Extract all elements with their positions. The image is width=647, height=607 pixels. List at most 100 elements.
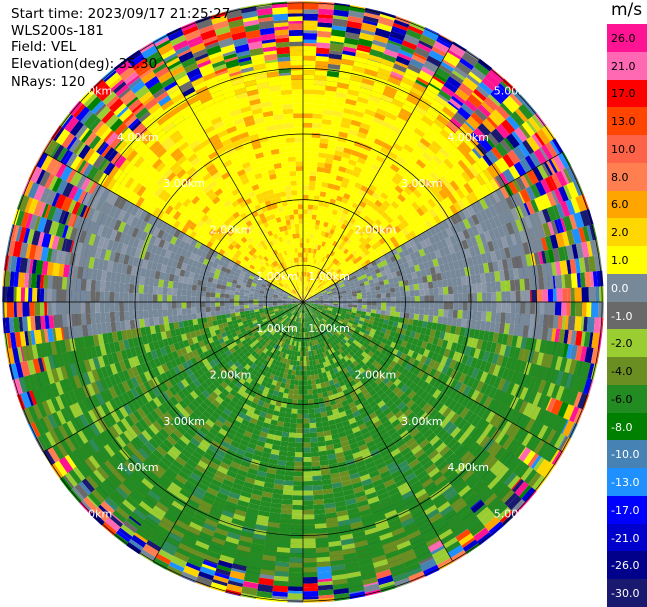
noise-gate bbox=[317, 581, 333, 586]
noise-gate bbox=[579, 209, 592, 227]
noise-gate bbox=[88, 117, 102, 132]
noise-gate bbox=[562, 288, 568, 302]
noise-gate bbox=[345, 26, 361, 35]
noise-gate bbox=[465, 116, 480, 130]
noise-gate bbox=[362, 19, 378, 26]
noise-gate bbox=[26, 391, 34, 407]
noise-gate bbox=[56, 236, 65, 251]
signal-gate bbox=[315, 181, 322, 187]
signal-gate bbox=[505, 312, 511, 324]
signal-gate bbox=[496, 302, 502, 313]
noise-gate bbox=[42, 449, 56, 466]
noise-gate bbox=[86, 96, 102, 112]
noise-gate bbox=[92, 154, 105, 169]
noise-gate bbox=[494, 174, 506, 188]
noise-gate bbox=[303, 13, 319, 21]
noise-gate bbox=[400, 44, 416, 55]
signal-gate bbox=[413, 313, 420, 321]
noise-gate bbox=[157, 71, 173, 84]
noise-gate bbox=[58, 209, 67, 224]
noise-gate bbox=[106, 95, 120, 108]
noise-gate bbox=[26, 228, 35, 245]
signal-gate bbox=[501, 291, 507, 302]
signal-gate bbox=[393, 281, 400, 288]
noise-gate bbox=[115, 60, 132, 76]
noise-gate bbox=[391, 25, 407, 36]
noise-gate bbox=[53, 314, 59, 329]
noise-gate bbox=[518, 447, 532, 462]
signal-gate bbox=[544, 302, 550, 315]
noise-gate bbox=[126, 49, 142, 63]
noise-gate bbox=[363, 583, 380, 593]
signal-gate bbox=[443, 309, 449, 318]
signal-gate bbox=[309, 166, 318, 172]
noise-gate bbox=[420, 558, 437, 572]
noise-gate bbox=[317, 571, 333, 580]
noise-gate bbox=[45, 189, 57, 206]
noise-gate bbox=[20, 391, 32, 409]
noise-gate bbox=[479, 535, 493, 546]
signal-gate bbox=[303, 218, 308, 224]
signal-gate bbox=[309, 180, 316, 186]
noise-gate bbox=[9, 332, 17, 349]
signal-gate bbox=[347, 299, 353, 302]
noise-gate bbox=[44, 315, 50, 329]
noise-gate bbox=[31, 230, 41, 246]
noise-gate bbox=[18, 316, 24, 332]
noise-gate bbox=[580, 316, 585, 332]
signal-gate bbox=[529, 277, 535, 291]
noise-gate bbox=[55, 327, 63, 341]
signal-gate bbox=[490, 311, 497, 323]
signal-gate bbox=[543, 276, 550, 290]
signal-gate bbox=[432, 315, 439, 324]
noise-gate bbox=[556, 288, 563, 302]
noise-gate bbox=[500, 81, 514, 94]
noise-gate bbox=[440, 61, 455, 72]
noise-gate bbox=[39, 170, 51, 187]
noise-gate bbox=[116, 106, 129, 118]
noise-gate bbox=[33, 200, 44, 217]
noise-gate bbox=[578, 257, 586, 273]
noise-gate bbox=[170, 65, 185, 77]
noise-gate bbox=[79, 161, 90, 175]
noise-gate bbox=[482, 118, 496, 133]
noise-gate bbox=[536, 289, 543, 302]
signal-gate bbox=[311, 142, 320, 148]
signal-gate bbox=[476, 283, 482, 293]
noise-gate bbox=[217, 559, 233, 569]
noise-gate bbox=[148, 81, 164, 96]
noise-gate bbox=[575, 195, 587, 212]
noise-gate bbox=[601, 317, 604, 334]
signal-gate bbox=[316, 166, 325, 173]
noise-gate bbox=[534, 132, 546, 147]
noise-gate bbox=[326, 70, 340, 78]
noise-gate bbox=[564, 315, 569, 330]
noise-gate bbox=[425, 27, 440, 35]
noise-gate bbox=[452, 111, 467, 126]
signal-gate bbox=[307, 218, 312, 224]
noise-gate bbox=[137, 66, 152, 77]
noise-gate bbox=[226, 583, 243, 593]
noise-gate bbox=[287, 593, 303, 600]
noise-gate bbox=[151, 60, 165, 71]
noise-gate bbox=[392, 22, 409, 31]
noise-gate bbox=[418, 554, 434, 565]
signal-gate bbox=[429, 295, 435, 302]
noise-gate bbox=[28, 258, 34, 274]
noise-gate bbox=[181, 57, 197, 69]
noise-gate bbox=[550, 220, 559, 235]
signal-gate bbox=[472, 302, 478, 312]
noise-gate bbox=[473, 62, 490, 77]
noise-gate bbox=[542, 222, 552, 237]
noise-gate bbox=[88, 135, 102, 150]
noise-gate bbox=[332, 18, 348, 28]
noise-gate bbox=[24, 331, 30, 346]
noise-gate bbox=[42, 452, 52, 466]
noise-gate bbox=[133, 530, 149, 544]
noise-gate bbox=[32, 287, 38, 302]
noise-gate bbox=[107, 149, 119, 163]
signal-gate bbox=[520, 302, 526, 314]
signal-gate bbox=[519, 313, 526, 326]
noise-gate bbox=[586, 316, 595, 333]
